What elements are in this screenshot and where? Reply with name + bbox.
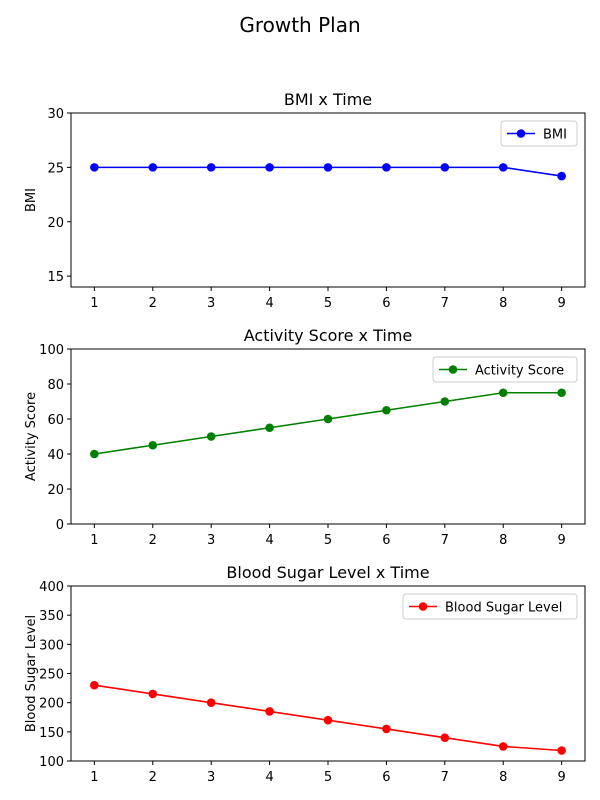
y-tick-label: 20 bbox=[47, 216, 64, 231]
y-tick-label: 15 bbox=[47, 270, 64, 285]
plot-area: 1 2 3 4 5 6 7 8 9 100 150 200 250 300 350 400 bbox=[39, 580, 586, 785]
x-tick-label: 4 bbox=[265, 533, 273, 548]
data-point bbox=[90, 449, 99, 459]
y-tick-label: 400 bbox=[39, 580, 64, 595]
y-tick-label: 300 bbox=[39, 638, 64, 653]
y-tick-label: 20 bbox=[47, 483, 64, 498]
data-point bbox=[265, 163, 274, 172]
plot-area: 1 2 3 4 5 6 7 8 9 0 20 40 60 80 100 bbox=[39, 343, 586, 548]
data-point bbox=[90, 680, 99, 690]
legend-swatch-marker bbox=[516, 129, 526, 138]
x-tick-label: 3 bbox=[207, 296, 215, 311]
panel-bmi: BMI x Time BMI 1 2 3 4 5 6 7 8 9 15 20 25 30 BMI bbox=[24, 90, 586, 311]
legend-box bbox=[432, 356, 578, 383]
data-point bbox=[148, 440, 158, 450]
x-tick-label: 7 bbox=[441, 296, 449, 311]
y-tick-label: 250 bbox=[39, 668, 64, 683]
data-point bbox=[498, 742, 508, 751]
legend-label: Blood Sugar Level bbox=[445, 601, 562, 616]
plot-area: 1 2 3 4 5 6 7 8 9 15 20 25 30 bbox=[47, 107, 586, 311]
y-tick-label: 80 bbox=[47, 378, 64, 393]
y-tick-label: 0 bbox=[56, 518, 64, 533]
x-tick-label: 9 bbox=[557, 533, 565, 548]
panel-blood-sugar: Blood Sugar Level x Time Blood Sugar Lev… bbox=[24, 563, 586, 785]
x-tick-label: 1 bbox=[90, 296, 98, 311]
y-tick-label: 150 bbox=[39, 726, 64, 741]
data-point bbox=[498, 388, 508, 398]
x-tick-label: 9 bbox=[557, 296, 565, 311]
panel-title: BMI x Time bbox=[284, 90, 372, 109]
y-tick-label: 30 bbox=[47, 107, 64, 122]
x-tick-label: 2 bbox=[149, 770, 157, 785]
legend-box bbox=[500, 120, 578, 147]
data-point bbox=[323, 414, 333, 424]
panel-title: Blood Sugar Level x Time bbox=[226, 563, 429, 582]
x-tick-label: 8 bbox=[499, 296, 507, 311]
x-tick-label: 1 bbox=[90, 533, 98, 548]
data-point bbox=[440, 733, 450, 742]
x-tick-label: 7 bbox=[441, 770, 449, 785]
x-tick-label: 5 bbox=[324, 770, 332, 785]
data-point bbox=[323, 163, 333, 172]
x-tick-label: 9 bbox=[557, 770, 565, 785]
data-point bbox=[148, 689, 158, 699]
x-tick-label: 3 bbox=[207, 770, 215, 785]
x-tick-label: 1 bbox=[90, 770, 98, 785]
legend-box bbox=[402, 593, 578, 620]
y-tick-label: 350 bbox=[39, 609, 64, 624]
data-point bbox=[206, 432, 216, 441]
data-point bbox=[148, 163, 158, 172]
y-axis-label: Blood Sugar Level bbox=[24, 615, 39, 732]
data-point bbox=[265, 707, 274, 716]
x-tick-label: 7 bbox=[441, 533, 449, 548]
data-point bbox=[90, 163, 99, 172]
x-tick-label: 8 bbox=[499, 533, 507, 548]
x-tick-label: 2 bbox=[149, 296, 157, 311]
y-axis-label: Activity Score bbox=[24, 392, 39, 481]
y-tick-label: 40 bbox=[47, 448, 64, 463]
y-tick-label: 200 bbox=[39, 697, 64, 712]
x-tick-label: 6 bbox=[382, 533, 390, 548]
data-point bbox=[323, 715, 333, 725]
x-tick-label: 5 bbox=[324, 296, 332, 311]
data-point bbox=[206, 698, 216, 707]
y-axis-label: BMI bbox=[24, 188, 39, 212]
axes-frame bbox=[70, 348, 586, 525]
data-point bbox=[382, 724, 391, 734]
y-tick-label: 60 bbox=[47, 413, 64, 428]
data-point bbox=[498, 163, 508, 172]
data-point bbox=[557, 746, 566, 755]
x-tick-label: 5 bbox=[324, 533, 332, 548]
legend-label: Activity Score bbox=[475, 364, 564, 379]
data-point bbox=[557, 171, 566, 181]
series-line bbox=[94, 391, 562, 455]
y-tick-label: 100 bbox=[39, 343, 64, 358]
data-point bbox=[382, 163, 391, 172]
data-point bbox=[265, 423, 274, 433]
data-point bbox=[440, 397, 450, 406]
data-point bbox=[440, 163, 450, 172]
x-tick-label: 4 bbox=[265, 296, 273, 311]
panel-activity-score: Activity Score x Time Activity Score 1 2 3… bbox=[24, 326, 586, 548]
data-point bbox=[206, 163, 216, 172]
legend-label: BMI bbox=[543, 128, 567, 143]
y-tick-label: 100 bbox=[39, 755, 64, 770]
x-tick-label: 2 bbox=[149, 533, 157, 548]
data-point bbox=[382, 405, 391, 415]
y-tick-label: 25 bbox=[47, 161, 64, 176]
figure-suptitle: Growth Plan bbox=[239, 13, 360, 37]
panel-title: Activity Score x Time bbox=[244, 326, 413, 345]
legend-swatch-marker bbox=[448, 365, 458, 374]
x-tick-label: 8 bbox=[499, 770, 507, 785]
legend-swatch-marker bbox=[418, 602, 428, 611]
x-tick-label: 6 bbox=[382, 770, 390, 785]
x-tick-label: 6 bbox=[382, 296, 390, 311]
x-tick-label: 4 bbox=[265, 770, 273, 785]
x-tick-label: 3 bbox=[207, 533, 215, 548]
data-point bbox=[557, 388, 566, 398]
axes-frame bbox=[70, 112, 586, 288]
axes-frame bbox=[70, 585, 586, 762]
